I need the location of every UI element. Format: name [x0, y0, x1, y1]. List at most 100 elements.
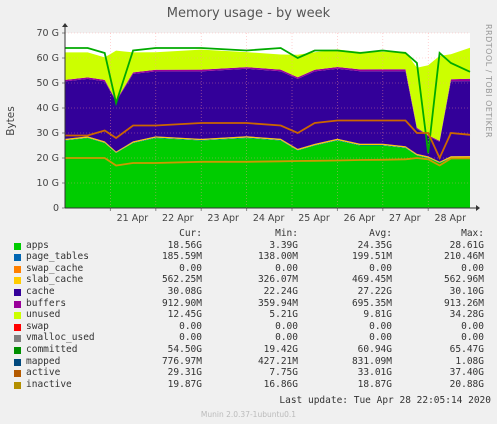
legend-row-cache: cache 30.08G 22.24G 27.22G 30.10G	[12, 286, 490, 298]
legend-cur-value: 0.00	[179, 262, 202, 274]
y-tick-label: 40 G	[37, 103, 59, 114]
x-tick-label: 25 Apr	[298, 213, 330, 224]
legend-avg-value: 60.94G	[357, 343, 392, 355]
header-min: Min:	[275, 228, 298, 239]
legend-min-value: 326.07M	[257, 274, 298, 286]
legend-avg-value: 24.35G	[357, 239, 392, 251]
legend-row-committed: committed 54.50G 19.42G 60.94G 65.47G	[12, 344, 490, 356]
legend-label: active	[26, 367, 61, 379]
legend-rows: apps 18.56G 3.39G 24.35G 28.61G page_tables 18…	[12, 240, 490, 391]
legend-max-value: 37.40G	[449, 367, 484, 379]
legend-avg-value: 33.01G	[357, 367, 392, 379]
area-cache	[65, 68, 470, 162]
legend-min-value: 0.00	[275, 332, 298, 344]
legend-row-slab-cache: slab_cache 562.25M 326.07M 469.45M 562.96M	[12, 274, 490, 286]
x-tick-label: 24 Apr	[253, 213, 285, 224]
legend-row-unused: unused 12.45G 5.21G 9.81G 34.28G	[12, 309, 490, 321]
legend-cur-value: 29.31G	[167, 367, 202, 379]
legend-max-value: 28.61G	[449, 239, 484, 251]
legend-max-value: 34.28G	[449, 309, 484, 321]
legend-row-apps: apps 18.56G 3.39G 24.35G 28.61G	[12, 240, 490, 252]
legend-max-value: 913.26M	[443, 297, 484, 309]
legend-avg-value: 199.51M	[351, 251, 392, 263]
legend-cur-value: 54.50G	[167, 343, 202, 355]
legend-avg-value: 27.22G	[357, 285, 392, 297]
area-apps	[65, 138, 470, 208]
legend-label: swap	[26, 320, 49, 332]
legend-row-mapped: mapped 776.97M 427.21M 831.09M 1.08G	[12, 356, 490, 368]
x-tick-label: 26 Apr	[344, 213, 376, 224]
legend-swatch	[14, 312, 21, 320]
last-update: Last update: Tue Apr 28 22:05:14 2020	[279, 395, 491, 406]
legend-cur-value: 0.00	[179, 332, 202, 344]
y-axis-arrow	[62, 23, 68, 27]
legend-cur-value: 185.59M	[161, 251, 202, 263]
x-tick-label: 21 Apr	[117, 213, 149, 224]
legend-swatch	[14, 288, 21, 296]
legend-avg-value: 18.87G	[357, 378, 392, 390]
x-tick-label: 27 Apr	[389, 213, 421, 224]
legend-cur-value: 30.08G	[167, 285, 202, 297]
legend-min-value: 7.75G	[269, 367, 298, 379]
x-tick-label: 28 Apr	[434, 213, 466, 224]
legend-max-value: 0.00	[461, 320, 484, 332]
legend-row-inactive: inactive 19.87G 16.86G 18.87G 20.88G	[12, 379, 490, 391]
legend-cur-value: 912.90M	[161, 297, 202, 309]
legend-cur-value: 562.25M	[161, 274, 202, 286]
rrdtool-credit: RRDTOOL / TOBI OETIKER	[484, 24, 493, 139]
legend-cur-value: 12.45G	[167, 309, 202, 321]
legend-swatch	[14, 265, 21, 273]
legend-max-value: 1.08G	[455, 355, 484, 367]
legend-swatch	[14, 335, 21, 343]
legend-max-value: 0.00	[461, 262, 484, 274]
legend-cur-value: 18.56G	[167, 239, 202, 251]
legend-max-value: 20.88G	[449, 378, 484, 390]
legend-avg-value: 0.00	[369, 320, 392, 332]
y-tick-label: 10 G	[37, 178, 59, 189]
y-axis-label: Bytes	[5, 106, 17, 135]
line-active	[65, 119, 471, 161]
legend-max-value: 65.47G	[449, 343, 484, 355]
legend-min-value: 0.00	[275, 320, 298, 332]
legend-cur-value: 19.87G	[167, 378, 202, 390]
header-avg: Avg:	[369, 228, 392, 239]
legend-max-value: 0.00	[461, 332, 484, 344]
legend-avg-value: 0.00	[369, 262, 392, 274]
legend-min-value: 5.21G	[269, 309, 298, 321]
legend-row-vmalloc-used: vmalloc_used 0.00 0.00 0.00 0.00	[12, 332, 490, 344]
y-tick-label: 50 G	[37, 78, 59, 89]
memory-chart: 0 10 G 20 G 30 G 40 G 50 G 60 G 70 G 21 Apr 22 Ap…	[5, 23, 480, 224]
legend-min-value: 19.42G	[263, 343, 298, 355]
legend-header: Cur: Min: Avg: Max:	[12, 228, 490, 240]
y-tick-label: 20 G	[37, 153, 59, 164]
legend-label: inactive	[26, 378, 72, 390]
legend-label: cache	[26, 285, 55, 297]
legend-max-value: 30.10G	[449, 285, 484, 297]
y-tick-label: 30 G	[37, 128, 59, 139]
legend-min-value: 3.39G	[269, 239, 298, 251]
legend-avg-value: 9.81G	[363, 309, 392, 321]
y-tick-label: 0	[53, 203, 59, 214]
legend-swatch	[14, 358, 21, 366]
legend-cur-value: 776.97M	[161, 355, 202, 367]
legend-min-value: 22.24G	[263, 285, 298, 297]
x-tick-label: 23 Apr	[207, 213, 239, 224]
legend-label: vmalloc_used	[26, 332, 95, 344]
legend-swatch	[14, 242, 21, 250]
legend-max-value: 210.46M	[443, 251, 484, 263]
legend-min-value: 0.00	[275, 262, 298, 274]
legend-row-page-tables: page_tables 185.59M 138.00M 199.51M 210.46M	[12, 251, 490, 263]
legend-min-value: 16.86G	[263, 378, 298, 390]
x-axis-arrow	[476, 205, 480, 211]
legend-label: buffers	[26, 297, 67, 309]
legend-label: unused	[26, 309, 61, 321]
legend-min-value: 138.00M	[257, 251, 298, 263]
legend-avg-value: 469.45M	[351, 274, 392, 286]
legend-min-value: 427.21M	[257, 355, 298, 367]
legend-min-value: 359.94M	[257, 297, 298, 309]
legend-label: apps	[26, 239, 49, 251]
header-max: Max:	[461, 228, 484, 239]
legend-swatch	[14, 381, 21, 389]
legend-row-swap: swap 0.00 0.00 0.00 0.00	[12, 321, 490, 333]
legend-swatch	[14, 254, 21, 262]
